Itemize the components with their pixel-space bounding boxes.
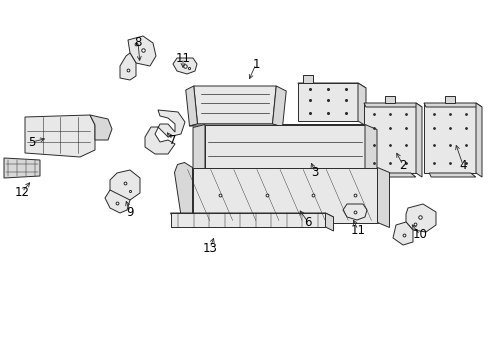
Polygon shape xyxy=(364,103,416,173)
Polygon shape xyxy=(190,124,283,127)
Polygon shape xyxy=(272,86,286,127)
Polygon shape xyxy=(364,103,422,107)
Polygon shape xyxy=(193,167,390,172)
Polygon shape xyxy=(193,170,377,175)
Text: 6: 6 xyxy=(304,216,312,229)
Polygon shape xyxy=(406,204,436,232)
Text: 13: 13 xyxy=(202,242,218,255)
Polygon shape xyxy=(25,115,95,157)
Polygon shape xyxy=(429,173,476,177)
Polygon shape xyxy=(298,83,358,121)
Polygon shape xyxy=(393,222,413,245)
Text: 1: 1 xyxy=(252,58,260,71)
Polygon shape xyxy=(424,103,482,107)
Polygon shape xyxy=(343,204,367,220)
Polygon shape xyxy=(476,103,482,177)
Text: 8: 8 xyxy=(134,36,142,49)
Polygon shape xyxy=(445,96,455,103)
Polygon shape xyxy=(128,36,156,66)
Polygon shape xyxy=(90,115,112,140)
Polygon shape xyxy=(205,125,365,170)
Polygon shape xyxy=(171,213,325,227)
Text: 12: 12 xyxy=(15,185,29,198)
Text: 3: 3 xyxy=(311,166,318,179)
Text: 7: 7 xyxy=(169,134,177,147)
Polygon shape xyxy=(424,103,476,173)
Polygon shape xyxy=(193,167,377,222)
Polygon shape xyxy=(120,53,136,80)
Polygon shape xyxy=(186,86,197,126)
Polygon shape xyxy=(171,213,334,217)
Text: 5: 5 xyxy=(28,135,36,149)
Text: 10: 10 xyxy=(413,229,427,242)
Polygon shape xyxy=(110,170,140,200)
Polygon shape xyxy=(145,110,185,154)
Polygon shape xyxy=(298,83,366,88)
Polygon shape xyxy=(416,103,422,177)
Polygon shape xyxy=(194,86,276,124)
Text: 2: 2 xyxy=(399,158,407,171)
Polygon shape xyxy=(173,58,197,74)
Polygon shape xyxy=(303,75,313,83)
Text: 4: 4 xyxy=(459,158,467,171)
Polygon shape xyxy=(377,167,390,228)
Text: 11: 11 xyxy=(175,51,191,64)
Polygon shape xyxy=(358,83,366,126)
Polygon shape xyxy=(174,162,193,225)
Polygon shape xyxy=(325,213,334,231)
Polygon shape xyxy=(385,96,395,103)
Polygon shape xyxy=(365,125,377,175)
Text: 11: 11 xyxy=(350,224,366,237)
Polygon shape xyxy=(4,158,40,178)
Polygon shape xyxy=(105,190,130,213)
Polygon shape xyxy=(193,125,205,175)
Polygon shape xyxy=(369,173,416,177)
Polygon shape xyxy=(205,125,377,130)
Text: 9: 9 xyxy=(126,206,134,219)
